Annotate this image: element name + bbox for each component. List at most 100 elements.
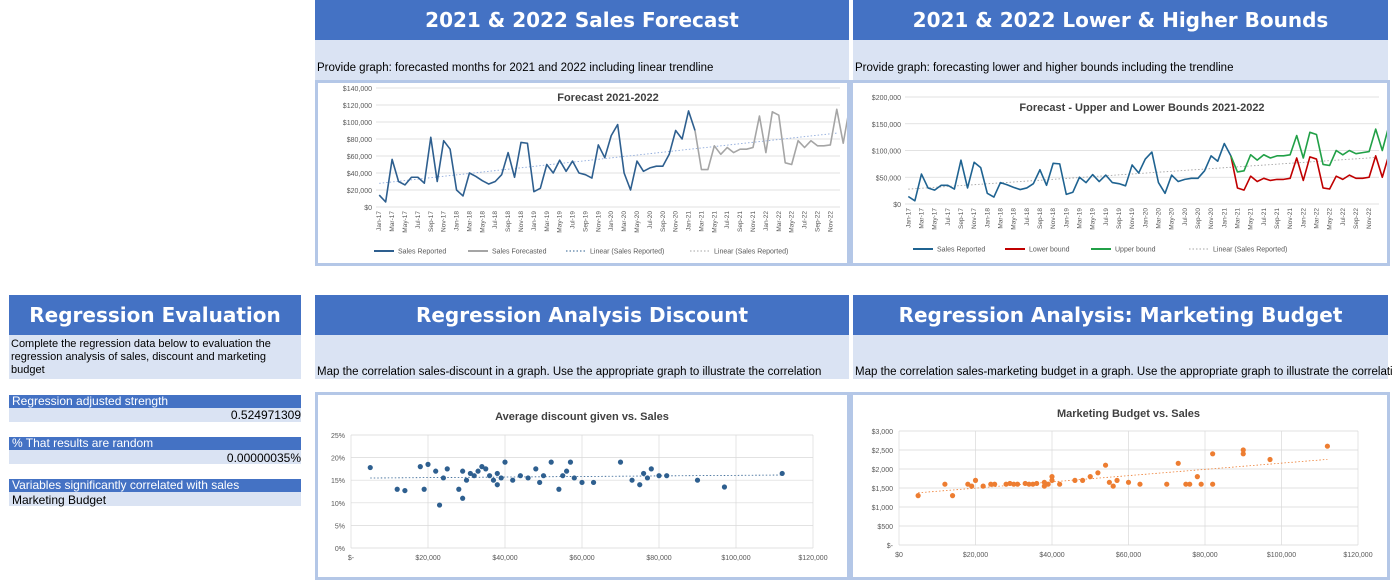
x-tick-label: Mar-19 (1076, 208, 1083, 229)
series-line (1230, 128, 1387, 173)
discount-header: Regression Analysis Discount (315, 295, 849, 335)
data-point (498, 475, 504, 481)
data-point (590, 479, 597, 486)
regression-eval-band (9, 335, 301, 379)
x-tick-label: $40,000 (1039, 552, 1064, 559)
data-point (460, 495, 466, 501)
adj-strength-label: Regression adjusted strength (9, 395, 301, 408)
legend-label: Sales Reported (937, 247, 985, 254)
data-point (1210, 481, 1216, 487)
data-point (779, 470, 785, 477)
y-tick-label: 10% (331, 501, 345, 508)
x-tick-label: May-22 (1327, 208, 1334, 230)
x-tick-label: Jul-22 (1340, 208, 1347, 226)
y-tick-label: $0 (893, 202, 901, 209)
x-tick-label: Jul-17 (945, 208, 952, 226)
variables-cell (9, 492, 301, 506)
series-line (378, 110, 696, 203)
data-point (487, 473, 493, 479)
data-point (367, 464, 373, 471)
x-tick-label: Jul-20 (1182, 208, 1189, 226)
data-point (402, 487, 408, 494)
bounds-instruction: Provide graph: forecasting lower and hig… (855, 62, 1234, 74)
bounds-chart-svg: Forecast - Upper and Lower Bounds 2021-2… (872, 95, 1387, 254)
x-tick-label: Sep-21 (737, 211, 744, 232)
x-tick-label: Jul-19 (1103, 208, 1110, 226)
discount-chart-svg: Average discount given vs. Sales 0% 5% 10% 1… (331, 411, 828, 562)
x-tick-label: $0 (895, 552, 903, 559)
random-value[interactable]: 0.00000035% (226, 451, 301, 465)
x-tick-label: Mar-21 (1234, 208, 1241, 229)
x-tick-label: Nov-20 (673, 211, 680, 232)
y-tick-label: $140,000 (343, 86, 372, 93)
trendline (908, 157, 1376, 190)
marketing-chart-svg: Marketing Budget vs. Sales $- $500 $1,000 $1… (872, 408, 1373, 559)
x-tick-label: Sep-18 (1037, 208, 1044, 229)
data-point (1183, 481, 1189, 487)
data-point (969, 483, 975, 489)
data-point (440, 475, 446, 481)
x-tick-label: $100,000 (1267, 552, 1296, 559)
x-tick-label: Nov-18 (1050, 208, 1057, 229)
legend-label: Linear (Sales Reported) (1213, 247, 1287, 254)
x-tick-label: May-17 (932, 208, 939, 230)
forecast-header: 2021 & 2022 Sales Forecast (315, 0, 849, 40)
x-tick-label: Nov-21 (1287, 208, 1294, 229)
data-point (992, 481, 998, 487)
y-tick-label: $60,000 (347, 154, 372, 161)
marketing-chart[interactable]: Marketing Budget vs. Sales $- $500 $1,000 $1… (850, 392, 1390, 580)
data-point (1049, 474, 1055, 480)
legend-label: Linear (Sales Reported) (714, 249, 788, 256)
x-tick-label: Jul-18 (1024, 208, 1031, 226)
x-tick-label: Sep-22 (814, 211, 821, 232)
forecast-instruction: Provide graph: forecasted months for 202… (317, 62, 714, 74)
data-point (1106, 479, 1112, 485)
data-point (1187, 481, 1193, 487)
x-tick-label: Jan-21 (686, 211, 693, 231)
data-point (1095, 470, 1101, 476)
data-point (421, 486, 427, 492)
chart-title: Forecast - Upper and Lower Bounds 2021-2… (1019, 102, 1264, 114)
x-tick-label: Jul-18 (492, 211, 499, 229)
data-point (1087, 474, 1093, 480)
x-tick-label: May-20 (1169, 208, 1176, 230)
data-point (433, 468, 439, 474)
x-tick-label: Nov-22 (827, 211, 834, 232)
x-tick-label: Nov-18 (518, 211, 525, 232)
data-point (463, 477, 470, 483)
x-tick-label: Mar-17 (389, 211, 396, 232)
legend-label: Sales Forecasted (492, 249, 547, 256)
forecast-chart-svg: Forecast 2021-2022 $0 $20,000 $40,000 $60,00… (343, 86, 847, 256)
variables-value[interactable]: Marketing Budget (12, 493, 107, 507)
data-point (988, 481, 994, 487)
data-point (540, 473, 547, 479)
y-tick-label: $- (887, 543, 894, 550)
forecast-chart[interactable]: Forecast 2021-2022 $0 $20,000 $40,000 $60,00… (315, 80, 850, 266)
data-point (436, 502, 443, 508)
random-label: % That results are random (9, 437, 301, 450)
data-point (471, 473, 477, 479)
data-point (494, 482, 500, 488)
x-tick-label: Jan-17 (376, 211, 383, 231)
x-tick-label: Jul-20 (647, 211, 654, 229)
data-point (648, 466, 654, 472)
x-tick-label: May-20 (634, 211, 641, 233)
x-tick-label: $80,000 (646, 555, 671, 562)
x-tick-label: Sep-17 (958, 208, 965, 229)
x-tick-label: Nov-19 (1129, 208, 1136, 229)
x-tick-label: Jan-21 (1221, 208, 1228, 228)
discount-chart[interactable]: Average discount given vs. Sales 0% 5% 10% 1… (315, 392, 850, 580)
data-point (556, 486, 562, 492)
data-point (548, 459, 554, 465)
adj-strength-value[interactable]: 0.524971309 (230, 408, 301, 422)
x-tick-label: Sep-22 (1353, 208, 1360, 229)
data-point (533, 466, 539, 472)
bounds-chart[interactable]: Forecast - Upper and Lower Bounds 2021-2… (850, 80, 1390, 266)
data-point (525, 475, 531, 481)
x-tick-label: $120,000 (1343, 552, 1372, 559)
y-tick-label: 25% (331, 433, 345, 440)
data-point (1114, 477, 1120, 483)
x-tick-label: $- (348, 555, 355, 562)
x-tick-label: Jul-21 (1261, 208, 1268, 226)
variables-label: Variables significantly correlated with … (9, 479, 301, 492)
